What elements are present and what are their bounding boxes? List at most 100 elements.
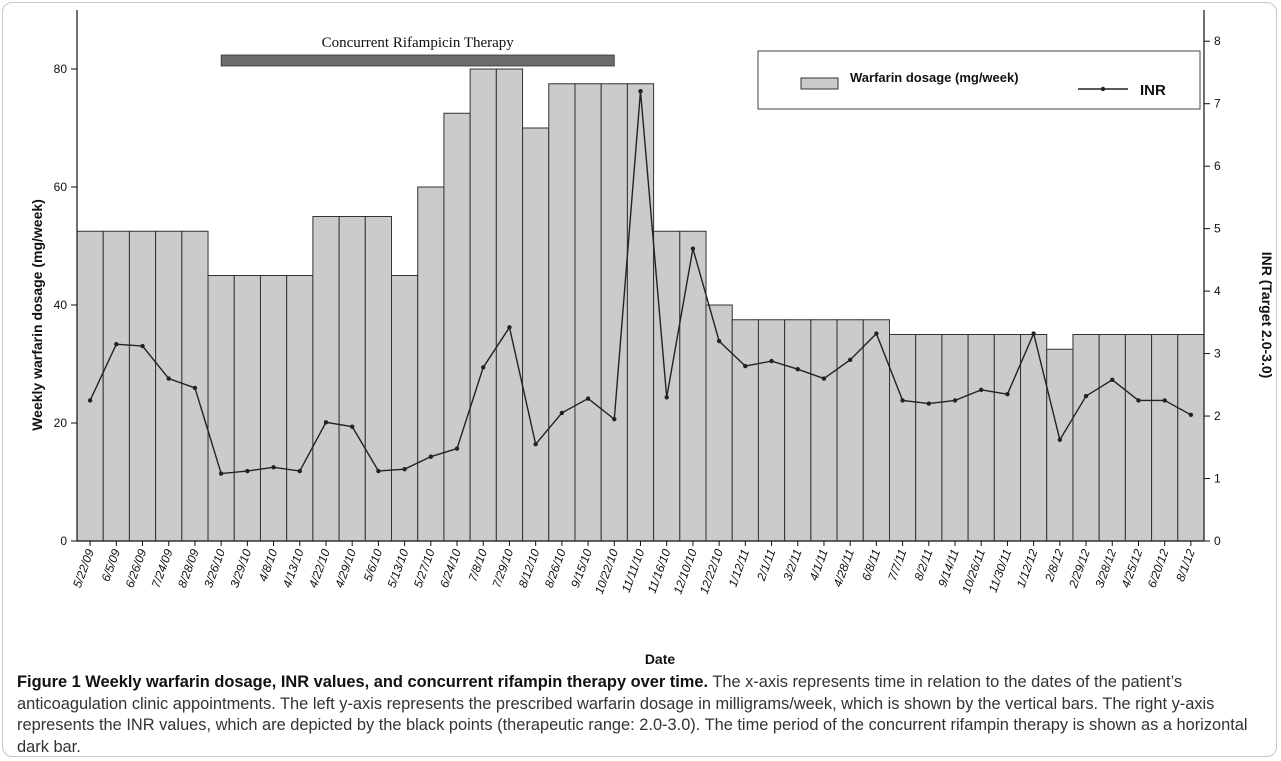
dosage-bar (76, 230, 104, 542)
dosage-bar (128, 230, 157, 542)
dosage-bar (259, 275, 288, 542)
x-axis-label: Date (645, 651, 676, 667)
x-tick-label: 11/11/10 (619, 547, 648, 594)
x-tick-label: 3/28/12 (1092, 547, 1119, 590)
x-tick-label: 4/22/10 (306, 547, 333, 590)
inr-point (245, 468, 250, 474)
rifampicin-annotation: Concurrent Rifampicin Therapy (220, 35, 615, 67)
x-tick-label: 2/8/12 (1042, 547, 1067, 584)
legend-bar-swatch (800, 77, 839, 90)
x-tick-label: 7/7/11 (885, 547, 909, 582)
inr-point (271, 465, 276, 470)
inr-point (1005, 391, 1010, 397)
dosage-bar (574, 83, 602, 542)
dosage-bar (548, 83, 576, 542)
inr-point (716, 338, 722, 344)
caption-title: Figure 1 Weekly warfarin dosage, INR val… (17, 673, 709, 691)
right-y-tick-label: 5 (1214, 222, 1221, 236)
dosage-bar (469, 68, 497, 542)
right-y-ticks: 0 1 2 3 4 5 6 7 8 (1204, 34, 1221, 548)
x-tick-label: 6/26/09 (122, 547, 149, 590)
dosage-bar (1098, 334, 1126, 542)
right-y-tick-label: 6 (1214, 159, 1221, 173)
figure-caption: Figure 1 Weekly warfarin dosage, INR val… (17, 672, 1267, 758)
inr-point (926, 401, 932, 406)
dosage-bar (233, 275, 261, 542)
inr-point (979, 387, 984, 393)
x-tick-label: 10/22/10 (592, 547, 621, 596)
x-tick-label: 7/29/10 (489, 547, 516, 590)
inr-point (1031, 331, 1036, 336)
inr-point (559, 410, 565, 416)
dosage-bar (784, 319, 812, 542)
x-tick-label: 8/28/09 (175, 547, 202, 590)
left-y-tick-label: 0 (60, 534, 67, 548)
x-tick-label: 7/8/10 (465, 547, 490, 583)
inr-point (349, 424, 355, 429)
legend-inr-marker (1100, 86, 1106, 92)
x-tick-label: 4/25/12 (1118, 547, 1145, 590)
inr-point (664, 395, 669, 400)
inr-point (874, 331, 879, 336)
inr-point (192, 385, 198, 391)
x-tick-label: 8/12/10 (516, 547, 543, 590)
inr-point (952, 398, 958, 403)
dosage-bar (364, 216, 393, 542)
inr-point (1057, 437, 1063, 442)
dosage-bar (338, 216, 366, 542)
combo-chart: 0 20 40 60 80 0 1 2 3 4 5 6 7 8 5/22/09 6/5/09 6/26/09… (29, 10, 1275, 667)
dosage-bar (915, 334, 943, 542)
left-y-tick-label: 80 (54, 62, 68, 76)
inr-point (114, 342, 119, 347)
dosage-bar (1072, 334, 1100, 542)
x-tick-label: 4/8/10 (256, 547, 281, 583)
dosage-bar (417, 186, 445, 542)
x-tick-label: 9/15/10 (568, 547, 595, 590)
x-tick-label: 3/26/10 (201, 547, 228, 590)
x-tick-label: 5/27/10 (411, 547, 438, 590)
dosage-bar (155, 230, 183, 542)
x-tick-label: 12/10/10 (671, 547, 700, 596)
inr-point (769, 358, 774, 364)
inr-point (585, 396, 591, 401)
dosage-bar (1124, 334, 1153, 542)
inr-point (1083, 393, 1089, 399)
dosage-bar (1046, 348, 1074, 542)
inr-point (1136, 398, 1141, 403)
inr-point (533, 441, 538, 447)
x-tick-label: 5/22/09 (70, 547, 97, 590)
dosage-bar (731, 319, 759, 542)
dosage-bar (391, 275, 419, 542)
x-tick-label: 11/16/10 (645, 547, 674, 595)
right-y-tick-label: 2 (1214, 409, 1221, 423)
inr-point (166, 376, 171, 381)
x-tick-label: 9/14/11 (935, 547, 962, 589)
inr-point (690, 246, 696, 251)
dosage-bar (312, 216, 340, 542)
dosage-bar (286, 275, 314, 542)
inr-point (795, 367, 800, 372)
dosage-bar (679, 230, 707, 542)
inr-point (218, 471, 224, 476)
x-tick-label: 5/13/10 (385, 547, 412, 590)
x-tick-label: 4/28/11 (830, 547, 857, 589)
rifampicin-bar (220, 54, 615, 67)
dosage-bar (102, 230, 130, 542)
x-tick-label: 8/1/12 (1173, 547, 1198, 583)
right-y-tick-label: 1 (1214, 472, 1221, 486)
right-y-tick-label: 8 (1214, 34, 1221, 48)
inr-point (87, 398, 93, 403)
x-tick-label: 7/24/09 (149, 547, 176, 590)
dosage-bar (836, 319, 864, 542)
dosage-bar (522, 127, 550, 542)
dosage-bar (888, 334, 917, 542)
caption-text: The x-axis represents time in relation t… (17, 673, 1248, 756)
inr-point (507, 325, 512, 330)
x-tick-label: 8/2/11 (911, 547, 935, 582)
x-tick-label: 6/20/12 (1145, 547, 1172, 590)
x-tick-label: 1/12/11 (726, 547, 753, 589)
right-y-axis-label: INR (Target 2.0-3.0) (1259, 252, 1275, 379)
rifampicin-label: Concurrent Rifampicin Therapy (322, 35, 515, 51)
inr-point (1162, 398, 1167, 403)
